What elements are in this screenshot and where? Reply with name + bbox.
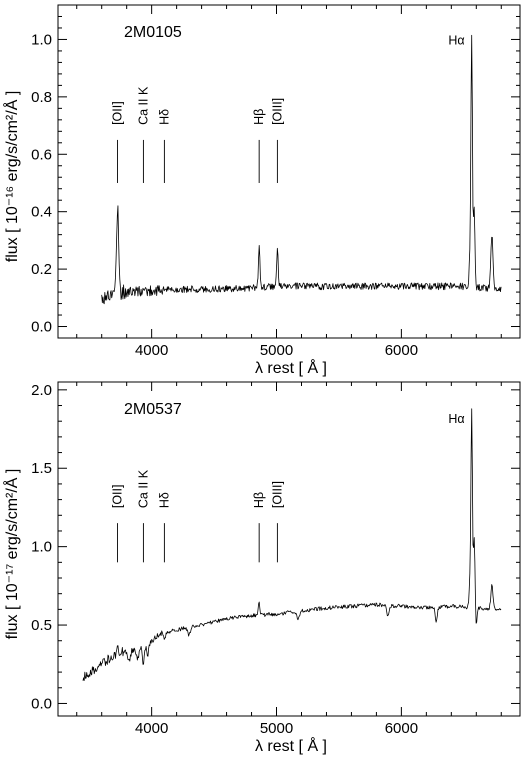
line-marker-label: Hβ [252,492,266,508]
spectrum-line-2M0537 [82,408,502,681]
y-tick-label: 0.2 [31,261,52,278]
y-tick-label: 1.0 [31,539,52,556]
line-marker-label: [OII] [111,485,125,509]
x-tick-label: 6000 [385,342,418,359]
panel-2M0537: 4000 5000 6000 0.0 0.5 1.0 1.5 2.0 λ rest [ Å ] f… [2,381,521,755]
y-tick-label: 0.5 [31,617,52,634]
x-axis-label: λ rest [ Å ] [255,358,327,377]
plot-frame [57,381,521,717]
plot-frame [57,4,521,339]
x-tick-label: 4000 [135,342,168,359]
spectrum-line-2M0105 [101,34,502,305]
line-marker-label: Hδ [157,492,171,508]
object-name-label: 2M0537 [124,401,182,418]
line-marker-label: [OIII] [270,481,284,508]
y-axis-label: flux [ 10⁻¹⁶ erg/s/cm²/Å ] [2,91,21,263]
x-tick-label: 4000 [135,720,168,737]
y-tick-label: 2.0 [31,382,52,399]
y-tick-label: 0.6 [31,146,52,163]
x-tick-label: 5000 [260,720,293,737]
panel-2M0105: 4000 5000 6000 0.0 0.2 0.4 0.6 0.8 1.0 λ rest [ Å… [2,4,521,377]
line-marker-label: Ca II K [136,469,150,508]
halpha-label: Hα [448,412,464,426]
halpha-label: Hα [448,33,464,47]
y-axis-label: flux [ 10⁻¹⁷ erg/s/cm²/Å ] [2,469,21,640]
x-tick-label: 6000 [385,720,418,737]
line-marker-label: [OIII] [270,98,284,125]
x-axis-label: λ rest [ Å ] [255,736,327,755]
y-tick-label: 0.0 [31,695,52,712]
y-tick-label: 1.0 [31,31,52,48]
y-tick-label: 0.8 [31,89,52,106]
line-marker-label: [OII] [111,101,125,125]
line-marker-label: Hβ [252,109,266,125]
line-marker-label: Hδ [157,109,171,125]
object-name-label: 2M0105 [124,24,182,41]
y-tick-label: 0.0 [31,319,52,336]
x-tick-label: 5000 [260,342,293,359]
y-tick-label: 0.4 [31,204,52,221]
line-marker-label: Ca II K [136,86,150,125]
y-tick-label: 1.5 [31,460,52,477]
